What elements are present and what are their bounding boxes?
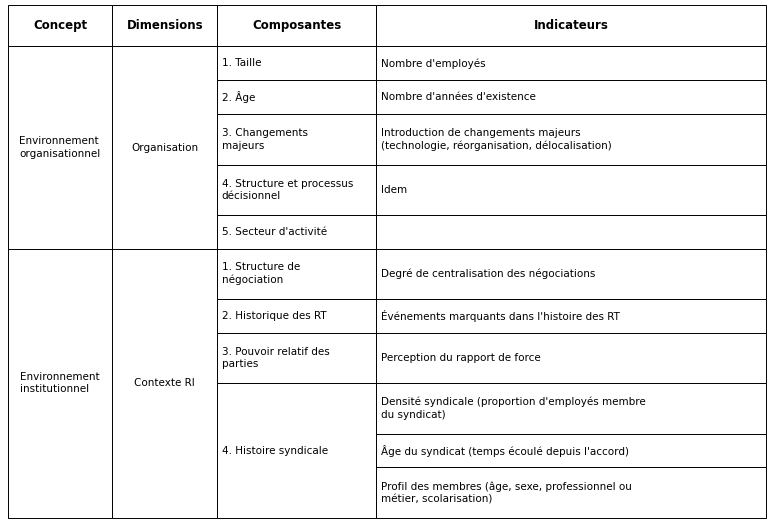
Bar [376,468,766,518]
Bar [8,47,112,249]
Text: Environnement
organisationnel: Environnement organisationnel [19,137,101,159]
Bar [217,333,376,383]
Text: Nombre d'employés: Nombre d'employés [381,58,485,69]
Text: Introduction de changements majeurs
(technologie, réorganisation, délocalisation: Introduction de changements majeurs (tec… [381,128,611,151]
Text: 2. Historique des RT: 2. Historique des RT [221,311,327,321]
Text: Idem: Idem [381,185,407,195]
Bar [112,5,217,47]
Bar [217,383,376,518]
Text: Densité syndicale (proportion d'employés membre
du syndicat): Densité syndicale (proportion d'employés… [381,397,646,420]
Text: Contexte RI: Contexte RI [135,378,195,388]
Bar [112,249,217,518]
Bar [376,81,766,115]
Bar [217,215,376,249]
Bar [217,249,376,299]
Bar [217,81,376,115]
Text: Environnement
institutionnel: Environnement institutionnel [20,372,100,394]
Text: 1. Structure de
négociation: 1. Structure de négociation [221,263,300,286]
Bar [376,333,766,383]
Bar [376,383,766,434]
Text: Perception du rapport de force: Perception du rapport de force [381,353,541,363]
Text: Profil des membres (âge, sexe, professionnel ou
métier, scolarisation): Profil des membres (âge, sexe, professio… [381,481,632,504]
Bar [217,165,376,215]
Text: 1. Taille: 1. Taille [221,59,262,69]
Text: Degré de centralisation des négociations: Degré de centralisation des négociations [381,269,595,279]
Bar [217,47,376,81]
Bar [217,5,376,47]
Text: Âge du syndicat (temps écoulé depuis l'accord): Âge du syndicat (temps écoulé depuis l'a… [381,445,629,457]
Text: Événements marquants dans l'histoire des RT: Événements marquants dans l'histoire des… [381,310,620,322]
Text: Indicateurs: Indicateurs [534,19,609,32]
Bar [376,434,766,468]
Text: Organisation: Organisation [131,143,198,153]
Bar [8,5,112,47]
Bar [376,249,766,299]
Text: Dimensions: Dimensions [126,19,203,32]
Bar [376,299,766,333]
Text: 4. Structure et processus
décisionnel: 4. Structure et processus décisionnel [221,178,353,201]
Bar [376,215,766,249]
Bar [376,165,766,215]
Bar [376,47,766,81]
Bar [8,249,112,518]
Bar [112,47,217,249]
Bar [217,299,376,333]
Text: Nombre d'années d'existence: Nombre d'années d'existence [381,93,536,103]
Bar [217,115,376,165]
Text: 5. Secteur d'activité: 5. Secteur d'activité [221,227,327,237]
Text: 4. Histoire syndicale: 4. Histoire syndicale [221,446,328,456]
Text: Composantes: Composantes [252,19,341,32]
Text: 3. Pouvoir relatif des
parties: 3. Pouvoir relatif des parties [221,347,330,369]
Bar [376,115,766,165]
Text: Concept: Concept [33,19,87,32]
Text: 3. Changements
majeurs: 3. Changements majeurs [221,128,308,151]
Bar [376,5,766,47]
Text: 2. Âge: 2. Âge [221,92,255,104]
